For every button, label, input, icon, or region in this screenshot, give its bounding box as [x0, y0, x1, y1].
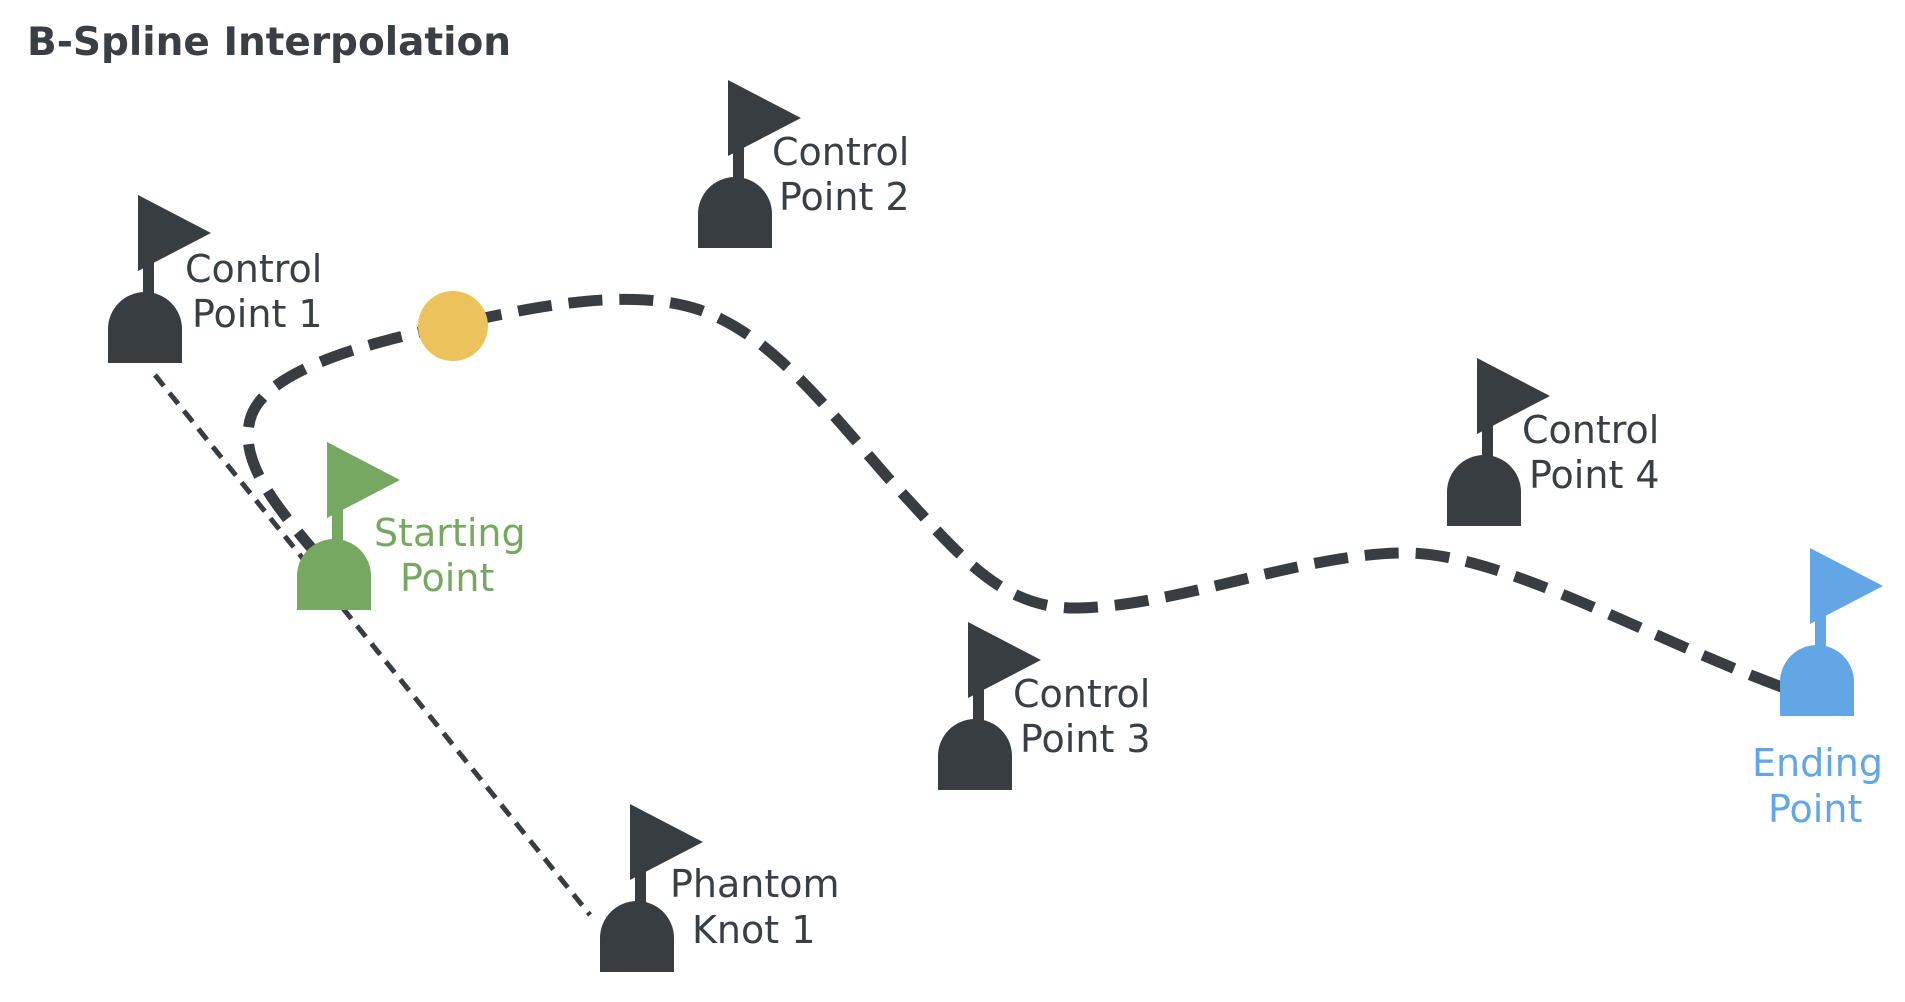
control-point-2-label: Control [772, 130, 909, 174]
control-point-1-label-line2: Point 1 [192, 292, 323, 336]
control-point-3-label: Control [1013, 672, 1150, 716]
starting-point-flag-icon[interactable] [297, 442, 400, 610]
ending-point-label-line2: Point [1768, 787, 1862, 831]
ending-point-flag-icon[interactable] [1780, 548, 1883, 716]
tangent-line [153, 373, 592, 917]
control-point-3-flag-icon[interactable] [938, 622, 1041, 790]
ending-point-label: Ending [1752, 741, 1883, 785]
control-point-1-flag-icon[interactable] [108, 195, 211, 363]
phantom-knot-1-label: Phantom [670, 862, 840, 906]
starting-point-label: Starting [374, 511, 526, 555]
starting-point-label-line2: Point [400, 556, 494, 600]
spline-curve [242, 293, 1792, 696]
control-point-1-label: Control [185, 247, 322, 291]
circle-handle-icon[interactable] [418, 291, 488, 361]
control-point-4-flag-icon[interactable] [1447, 358, 1550, 526]
phantom-knot-1-flag-icon[interactable] [600, 804, 703, 972]
phantom-knot-1-label-line2: Knot 1 [692, 908, 815, 952]
control-point-3-label-line2: Point 3 [1020, 717, 1151, 761]
diagram-title: B-Spline Interpolation [27, 20, 511, 65]
control-point-2-flag-icon[interactable] [698, 80, 801, 248]
control-point-4-label-line2: Point 4 [1529, 453, 1660, 497]
control-point-4-label: Control [1522, 408, 1659, 452]
control-point-2-label-line2: Point 2 [779, 175, 910, 219]
